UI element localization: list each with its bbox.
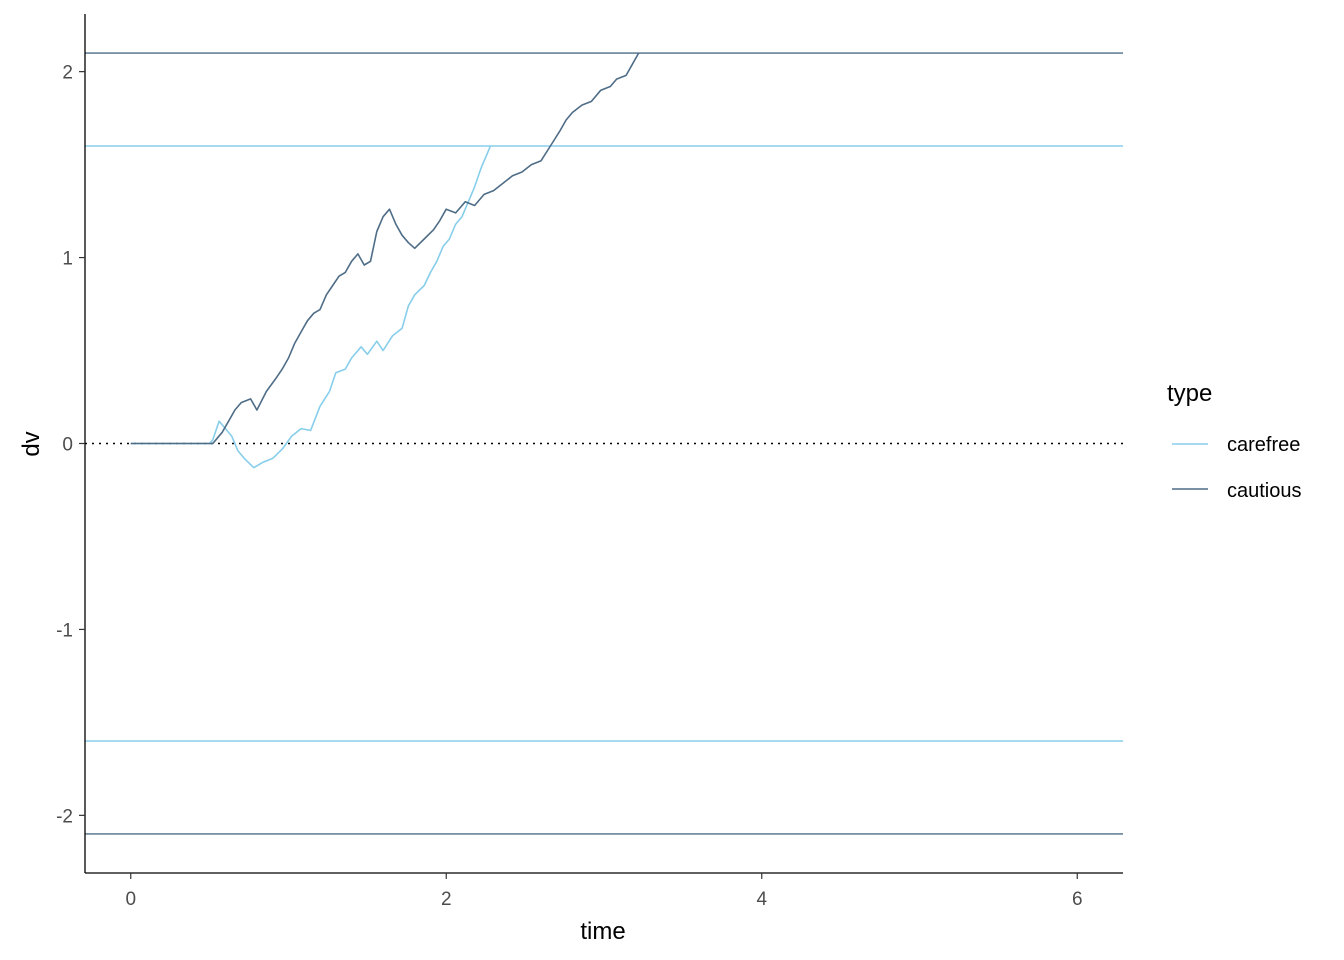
y-tick-label: -2 (56, 806, 73, 827)
legend: type carefree cautious (1167, 380, 1302, 502)
x-tick-label: 6 (1072, 889, 1083, 910)
x-ticks: 0 2 4 6 (125, 873, 1083, 910)
y-axis-title: dv (18, 431, 45, 456)
y-tick-label: 1 (62, 249, 73, 270)
x-tick-label: 2 (441, 889, 452, 910)
legend-label-carefree: carefree (1227, 434, 1300, 456)
x-tick-label: 4 (756, 889, 767, 910)
y-ticks: -2 -1 0 1 2 (56, 63, 85, 827)
x-tick-label: 0 (125, 889, 136, 910)
reference-lines (85, 52, 1123, 835)
series-line-cautious (130, 52, 640, 445)
y-tick-label: 0 (62, 435, 73, 456)
series-lines (130, 52, 640, 469)
y-tick-label: -1 (56, 620, 73, 641)
x-axis-title: time (580, 918, 625, 945)
series-line-carefree (130, 145, 492, 469)
y-tick-label: 2 (62, 63, 73, 84)
legend-label-cautious: cautious (1227, 480, 1302, 502)
legend-title: type (1167, 380, 1212, 407)
